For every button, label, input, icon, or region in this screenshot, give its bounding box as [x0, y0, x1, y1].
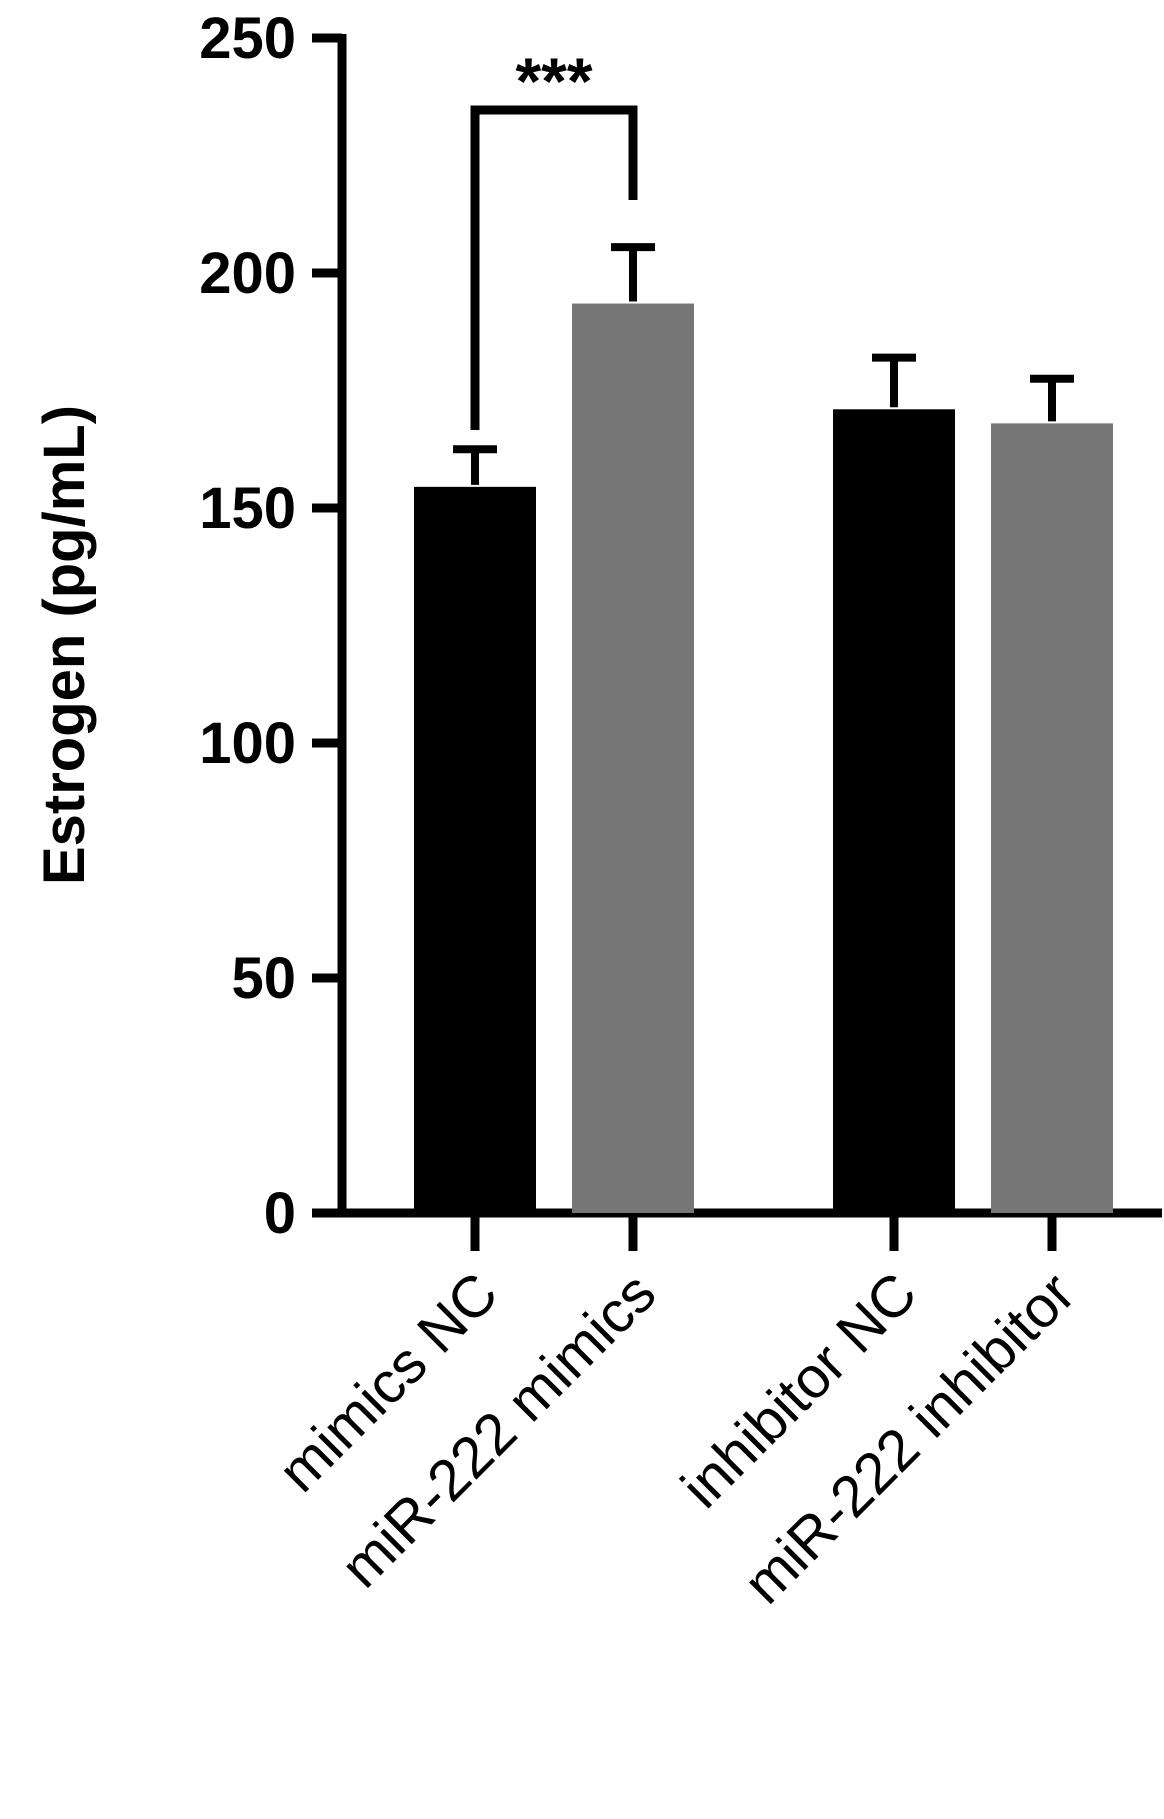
significance-annotations: ***	[470, 44, 638, 430]
bar	[572, 303, 694, 1213]
x-ticks	[470, 1213, 1057, 1251]
bar	[991, 423, 1113, 1213]
significance-bracket	[470, 105, 638, 430]
y-axis-label-group: Estrogen (pg/mL)	[32, 405, 97, 885]
y-tick-label: 50	[231, 946, 296, 1011]
y-ticks: 0 50 100 150 200 250	[199, 6, 342, 1246]
bar	[414, 486, 536, 1214]
y-tick-label: 0	[264, 1181, 296, 1246]
y-tick-label: 100	[199, 711, 296, 776]
y-tick-label: 250	[199, 6, 296, 71]
significance-label: ***	[515, 44, 592, 118]
y-axis-label: Estrogen (pg/mL)	[32, 405, 97, 885]
bar	[833, 409, 955, 1213]
y-tick-label: 200	[199, 241, 296, 306]
error-bars	[453, 243, 1074, 485]
y-tick-label: 150	[199, 476, 296, 541]
bars	[414, 303, 1113, 1214]
